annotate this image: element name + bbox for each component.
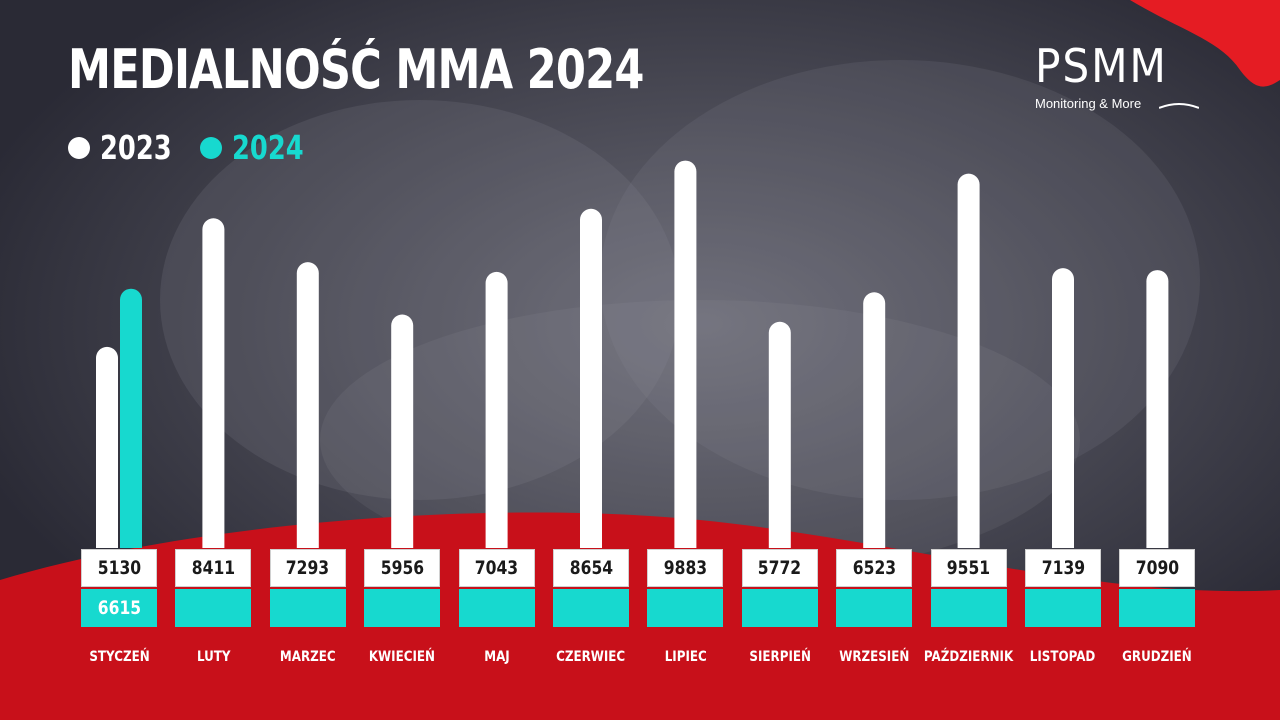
- value-label-2023-kwiecien: 5956: [364, 549, 441, 587]
- value-label-2023-grudzien: 7090: [1119, 549, 1196, 587]
- value-label-2023-styczen: 5130: [81, 549, 157, 587]
- bar-2023-kwiecien: [391, 314, 414, 548]
- value-label-2024-czerwiec: [553, 589, 629, 627]
- month-label-kwiecien: KWIECIEŃ: [369, 649, 436, 665]
- value-label-2023-maj: 7043: [458, 549, 535, 587]
- bar-2023-marzec: [296, 262, 319, 548]
- legend-label-2024: 2024: [232, 128, 304, 167]
- logo-name: PSMM: [1035, 39, 1168, 93]
- value-label-2024-lipiec: [647, 589, 724, 627]
- month-label-sierpien: SIERPIEŃ: [749, 649, 811, 665]
- bar-2023-styczen: [96, 346, 118, 548]
- value-label-2024-kwiecien: [364, 589, 441, 627]
- bar-2023-listopad: [1052, 268, 1074, 548]
- value-label-2023-marzec: 7293: [269, 549, 346, 587]
- month-label-czerwiec: CZERWIEC: [556, 649, 626, 665]
- value-label-2024-marzec: [269, 589, 346, 627]
- month-label-lipiec: LIPIEC: [664, 649, 707, 665]
- value-label-2024-wrzesien: [836, 589, 913, 627]
- value-label-2024-sierpien: [741, 589, 818, 627]
- month-label-maj: MAJ: [483, 649, 510, 665]
- month-label-listopad: LISTOPAD: [1030, 649, 1096, 665]
- month-label-styczen: STYCZEŃ: [88, 649, 150, 665]
- value-label-2024-pazdziernik: [930, 589, 1007, 627]
- bar-2023-lipiec: [674, 160, 697, 548]
- bar-2023-czerwiec: [580, 208, 602, 548]
- value-label-2023-luty: 8411: [175, 549, 252, 587]
- bar-2023-grudzien: [1146, 270, 1169, 548]
- logo-tagline: Monitoring & More: [1035, 96, 1142, 111]
- value-label-2023-sierpien: 5772: [741, 549, 818, 587]
- page-title: MEDIALNOŚĆ MMA 2024: [68, 38, 644, 101]
- bar-2023-wrzesien: [863, 292, 886, 548]
- value-label-2023-listopad: 7139: [1025, 549, 1101, 587]
- value-label-2024-listopad: [1025, 589, 1101, 627]
- month-label-grudzien: GRUDZIEŃ: [1122, 649, 1193, 665]
- month-label-marzec: MARZEC: [279, 649, 336, 665]
- value-label-2024-styczen: 6615: [81, 589, 157, 627]
- value-label-2024-maj: [458, 589, 535, 627]
- value-label-2023-wrzesien: 6523: [836, 549, 913, 587]
- legend-label-2023: 2023: [100, 128, 172, 167]
- value-label-2023-lipiec: 9883: [647, 549, 724, 587]
- value-label-2024-grudzien: [1119, 589, 1196, 627]
- bar-2023-maj: [485, 271, 508, 548]
- bar-2023-luty: [202, 218, 225, 548]
- legend-dot-2024: [200, 136, 222, 159]
- legend-item-2023: 2023: [68, 128, 192, 167]
- logo-swoosh-icon: [1159, 103, 1199, 109]
- value-label-2023-czerwiec: 8654: [553, 549, 629, 587]
- legend-dot-2023: [68, 136, 90, 159]
- bar-2024-styczen: [120, 288, 142, 548]
- legend-item-2024: 2024: [200, 128, 324, 167]
- psmm-logo: PSMM Monitoring & More: [1035, 40, 1205, 111]
- bar-2023-sierpien: [768, 321, 791, 548]
- value-label-2024-luty: [175, 589, 252, 627]
- bar-2023-pazdziernik: [957, 173, 980, 548]
- month-label-luty: LUTY: [196, 649, 231, 665]
- month-label-pazdziernik: PAŹDZIERNIK: [923, 649, 1014, 665]
- value-label-2023-pazdziernik: 9551: [930, 549, 1007, 587]
- month-label-wrzesien: WRZESIEŃ: [839, 649, 910, 665]
